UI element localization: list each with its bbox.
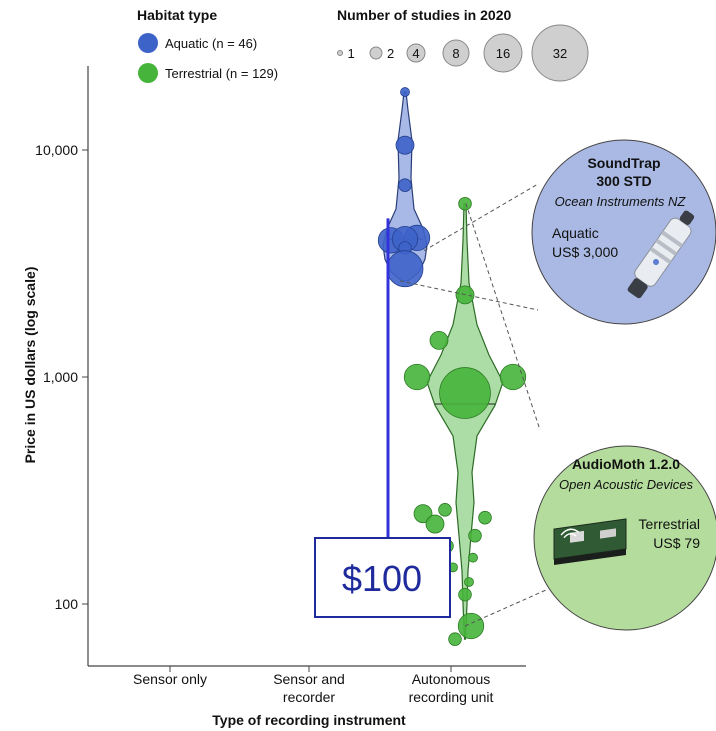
size-legend-title: Number of studies in 2020 — [337, 7, 511, 23]
x-tick-label: Sensor only — [133, 671, 207, 687]
size-legend-circle-8 — [442, 39, 470, 67]
x-tick-label-line2: recording unit — [409, 689, 494, 705]
legend-terrestrial-n: (n = 129) — [226, 66, 278, 81]
legend-aquatic-n: (n = 46) — [212, 36, 257, 51]
legend-aquatic-swatch — [138, 33, 158, 53]
terrestrial-point — [425, 514, 445, 534]
soundtrap-price: US$ 3,000 — [552, 244, 618, 260]
size-legend-circle-2 — [369, 46, 383, 60]
terrestrial-point — [458, 587, 472, 602]
soundtrap-device-image — [627, 210, 695, 299]
size-legend-circle-4 — [406, 43, 426, 63]
annotation-text: $100 — [342, 558, 422, 599]
size-legend-label-2: 2 — [387, 46, 394, 61]
x-tick-label-line2: recorder — [283, 689, 335, 705]
audiomoth-title: AudioMoth 1.2.0 — [572, 456, 680, 472]
legend-aquatic-label: Aquatic (n = 46) — [165, 36, 257, 51]
x-axis-label: Type of recording instrument — [212, 712, 406, 728]
size-legend-label-32: 32 — [553, 46, 567, 61]
audiomoth-device-image — [553, 518, 627, 566]
habitat-legend-title: Habitat type — [137, 7, 217, 23]
size-legend-label-8: 8 — [452, 46, 459, 61]
terrestrial-point — [478, 510, 492, 525]
terrestrial-violin — [426, 203, 504, 640]
terrestrial-point — [468, 528, 482, 543]
size-legend-circle-32 — [531, 24, 589, 82]
size-legend-label-4: 4 — [412, 46, 419, 61]
terrestrial-point — [464, 577, 474, 587]
size-legend-circle-16 — [483, 33, 523, 73]
audiomoth-callout: AudioMoth 1.2.0 Open Acoustic Devices Te… — [533, 445, 716, 631]
callout-leader-line — [464, 589, 547, 627]
y-tick-label: 10,000 — [35, 142, 78, 158]
aquatic-point — [398, 178, 412, 192]
terrestrial-point — [413, 504, 433, 524]
soundtrap-callout: SoundTrap 300 STD Ocean Instruments NZ A… — [531, 139, 716, 325]
terrestrial-point — [439, 367, 491, 419]
terrestrial-point — [499, 363, 527, 391]
y-tick-label: 1,000 — [43, 369, 78, 385]
aquatic-point — [395, 135, 415, 155]
soundtrap-callout-circle — [531, 139, 716, 325]
price-annotation: $100 — [314, 218, 451, 618]
soundtrap-habitat: Aquatic — [552, 225, 599, 241]
x-tick-label: Sensor and — [273, 671, 345, 687]
soundtrap-title-line1: SoundTrap — [587, 155, 660, 171]
terrestrial-point — [403, 363, 431, 391]
size-legend-circle-1 — [337, 50, 343, 56]
y-tick-label: 100 — [55, 596, 79, 612]
callout-leader-line — [399, 280, 539, 311]
audiomoth-maker: Open Acoustic Devices — [559, 477, 693, 492]
callout-leader-line — [465, 203, 541, 431]
habitat-legend: Habitat type Aquatic (n = 46) Terrestria… — [137, 7, 278, 83]
terrestrial-point — [438, 503, 452, 517]
aquatic-point — [386, 250, 424, 288]
annotation-box — [314, 537, 451, 618]
callout-leader-line — [423, 183, 539, 252]
terrestrial-point — [429, 330, 449, 350]
legend-terrestrial-label: Terrestrial (n = 129) — [165, 66, 278, 81]
size-legend-label-1: 1 — [348, 46, 355, 61]
terrestrial-point — [457, 612, 485, 640]
aquatic-point — [400, 87, 410, 97]
x-tick-label: Autonomous — [412, 671, 491, 687]
audiomoth-habitat: Terrestrial — [639, 516, 700, 532]
size-legend-label-16: 16 — [496, 46, 510, 61]
terrestrial-point — [458, 196, 472, 211]
soundtrap-title-line2: 300 STD — [596, 173, 651, 189]
terrestrial-point — [448, 632, 462, 646]
size-legend: Number of studies in 2020 1 2 4 8 16 32 — [337, 7, 589, 82]
terrestrial-point — [468, 552, 478, 563]
legend-terrestrial-swatch — [138, 63, 158, 83]
soundtrap-maker: Ocean Instruments NZ — [555, 194, 687, 209]
audiomoth-price: US$ 79 — [653, 535, 700, 551]
y-axis-label: Price in US dollars (log scale) — [22, 267, 38, 464]
